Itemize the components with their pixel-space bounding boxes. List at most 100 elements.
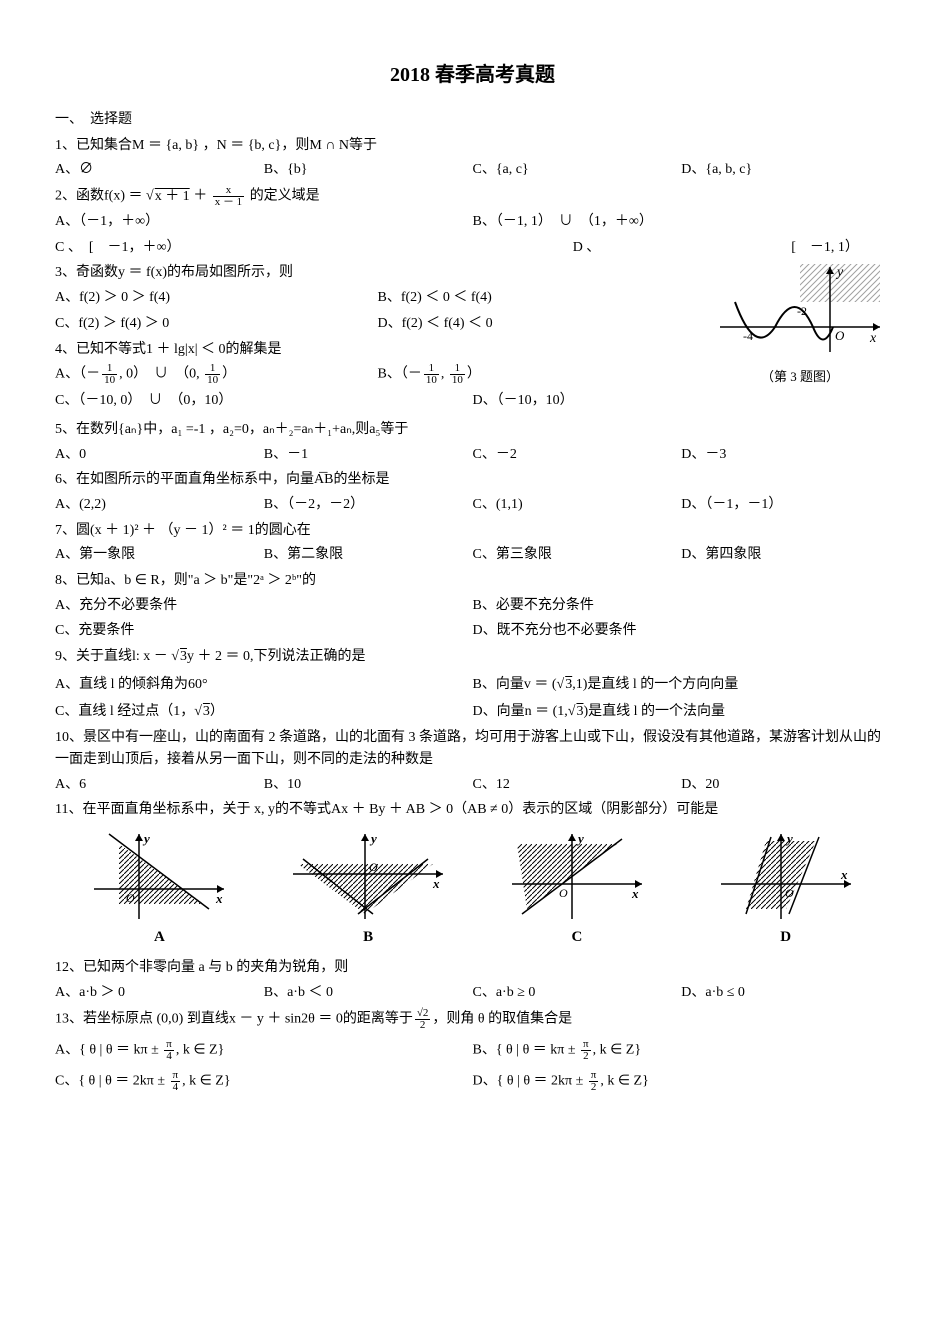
q13-A-post: , k ∈ Z}: [176, 1042, 224, 1057]
q2-suf: 的定义域是: [246, 189, 320, 204]
q5-B: B、－1: [264, 444, 473, 466]
q8-B: B、必要不充分条件: [473, 595, 891, 617]
question-7: 7、圆(x ＋ 1)² ＋ （y － 1）² ＝ 1的圆心在: [55, 520, 890, 542]
q4-B-f2d: 10: [450, 375, 465, 386]
q6-B: B、（－2，－2）: [264, 494, 473, 516]
q9-D-post: )是直线 l 的一个法向量: [583, 704, 725, 719]
q13-A-f: π4: [164, 1039, 174, 1062]
q13-options-r2: C、{ θ | θ ＝ 2kπ ± π4, k ∈ Z} D、{ θ | θ ＝…: [55, 1070, 890, 1093]
q7-A: A、第一象限: [55, 544, 264, 566]
q13-C-fn: π: [171, 1070, 181, 1082]
q13-options-r1: A、{ θ | θ ＝ kπ ± π4, k ∈ Z} B、{ θ | θ ＝ …: [55, 1039, 890, 1062]
q9-D-pre: D、向量n ＝ (1,: [473, 704, 568, 719]
q8-options-r2: C、充要条件 D、既不充分也不必要条件: [55, 620, 890, 642]
q11C-y: y: [576, 831, 584, 846]
q9-C: C、直线 l 经过点（1，√3）: [55, 701, 473, 723]
q11A-x: x: [215, 891, 223, 906]
q2-frac-den: x － 1: [213, 197, 245, 208]
q9-pre: 9、关于直线l: x －: [55, 649, 171, 664]
q3-options-r2: C、f(2) ＞ f(4) ＞ 0 D、f(2) ＜ f(4) ＜ 0: [55, 313, 700, 335]
q11B-O: O: [369, 860, 378, 874]
q6-A: A、(2,2): [55, 494, 264, 516]
q3-D: D、f(2) ＜ f(4) ＜ 0: [378, 313, 701, 335]
q5-C: C、－2: [473, 444, 682, 466]
q4-options-r2: C、（－10, 0） ∪ （0，10） D、（－10，10）: [55, 390, 890, 412]
q12-A: A、a·b ＞ 0: [55, 982, 264, 1004]
q13-B-fn: π: [581, 1039, 591, 1051]
q11B-x: x: [432, 876, 440, 891]
q13-C-pre: C、{ θ | θ ＝ 2kπ ±: [55, 1073, 169, 1088]
q11C-O: O: [559, 886, 568, 900]
q13-A-fd: 4: [164, 1051, 174, 1062]
q2-options-row1: A、（－1，＋∞） B、（－1, 1） ∪ （1，＋∞）: [55, 211, 890, 233]
q4-B-f2: 110: [450, 363, 465, 386]
q1-D: D、{a, b, c}: [681, 159, 890, 181]
q13-B: B、{ θ | θ ＝ kπ ± π2, k ∈ Z}: [473, 1039, 891, 1062]
q10-A: A、6: [55, 774, 264, 796]
q9-B-sqrt: 3: [564, 677, 572, 692]
q7-C: C、第三象限: [473, 544, 682, 566]
q10-options: A、6 B、10 C、12 D、20: [55, 774, 890, 796]
q9-B: B、向量v ＝ (√3,1)是直线 l 的一个方向向量: [473, 674, 891, 696]
q5-options: A、0 B、－1 C、－2 D、－3: [55, 444, 890, 466]
q9-D: D、向量n ＝ (1,√3)是直线 l 的一个法向量: [473, 701, 891, 723]
q4-A-f2d: 10: [205, 375, 220, 386]
q4-A-mid: , 0） ∪ （0,: [119, 367, 203, 382]
q9-options-r1: A、直线 l 的倾斜角为60° B、向量v ＝ (√3,1)是直线 l 的一个方…: [55, 674, 890, 696]
q13-D-pre: D、{ θ | θ ＝ 2kπ ±: [473, 1073, 587, 1088]
q1-options: A、∅ B、{b} C、{a, c} D、{a, b, c}: [55, 159, 890, 181]
q11-B-label: B: [268, 926, 468, 949]
q4-B-f1: 110: [424, 363, 439, 386]
q13-D: D、{ θ | θ ＝ 2kπ ± π2, k ∈ Z}: [473, 1070, 891, 1093]
q6-D: D、（－1，－1）: [681, 494, 890, 516]
q4-B-mid: ,: [441, 367, 448, 382]
q4-A-post: ）: [222, 367, 236, 382]
q13-C-f: π4: [171, 1070, 181, 1093]
q11-A-label: A: [59, 926, 259, 949]
q13-A-pre: A、{ θ | θ ＝ kπ ±: [55, 1042, 162, 1057]
q13-D-fd: 2: [589, 1082, 599, 1093]
q2-C: C 、 [ －1，＋∞）: [55, 237, 573, 259]
fig3-m2: -2: [797, 304, 807, 318]
q13-fn: √2: [415, 1008, 431, 1020]
q13-B-pre: B、{ θ | θ ＝ kπ ±: [473, 1042, 580, 1057]
q1-A: A、∅: [55, 159, 264, 181]
q4-B-pre: B、（－: [378, 367, 422, 382]
q2-D: D 、: [573, 237, 657, 259]
q7-D: D、第四象限: [681, 544, 890, 566]
q2-options-row2: C 、 [ －1，＋∞） D 、 [ －1, 1）: [55, 237, 890, 259]
q13-D-f: π2: [589, 1070, 599, 1093]
question-5: 5、在数列{aₙ}中，a₁ =-1 ，a₂=0，aₙ＋₂=aₙ＋₁+aₙ,则a₅…: [55, 419, 890, 441]
q4-A-pre: A、（－: [55, 367, 100, 382]
q13-fd: 2: [415, 1020, 431, 1031]
question-6: 6、在如图所示的平面直角坐标系中，向量A͞B的坐标是: [55, 469, 890, 491]
section-heading: 一、 选择题: [55, 109, 890, 131]
q11-D-label: D: [686, 926, 886, 949]
q9-post: y ＋ 2 ＝ 0,下列说法正确的是: [187, 649, 366, 664]
q3-options-r1: A、f(2) ＞ 0 ＞ f(4) B、f(2) ＜ 0 ＜ f(4): [55, 287, 700, 309]
q3-C: C、f(2) ＞ f(4) ＞ 0: [55, 313, 378, 335]
question-2: 2、函数f(x) ＝ √x ＋ 1 ＋ xx － 1 的定义域是: [55, 185, 890, 208]
q12-C: C、a·b ≥ 0: [473, 982, 682, 1004]
q11-figures: y x O A y x O B y x O: [55, 829, 890, 949]
question-10: 10、景区中有一座山，山的南面有 2 条道路，山的北面有 3 条道路，均可用于游…: [55, 727, 890, 770]
q11D-O: O: [785, 886, 794, 900]
q11-fig-B: y x O B: [268, 829, 468, 949]
q11-fig-A: y x O A: [59, 829, 259, 949]
q12-options: A、a·b ＞ 0 B、a·b ＜ 0 C、a·b ≥ 0 D、a·b ≤ 0: [55, 982, 890, 1004]
q7-B: B、第二象限: [264, 544, 473, 566]
q9-B-post: ,1)是直线 l 的一个方向向量: [572, 677, 738, 692]
q1-B: B、{b}: [264, 159, 473, 181]
q13-frac: √22: [415, 1008, 431, 1031]
question-1: 1、已知集合M ＝ {a, b} ，N ＝ {b, c}，则M ∩ N等于: [55, 135, 890, 157]
q9-C-pre: C、直线 l 经过点（1，: [55, 704, 194, 719]
q11A-y: y: [142, 831, 150, 846]
question-12: 12、已知两个非零向量 a 与 b 的夹角为锐角，则: [55, 957, 890, 979]
q11-fig-C: y x O C: [477, 829, 677, 949]
q12-B: B、a·b ＜ 0: [264, 982, 473, 1004]
q2-D-tail: [ －1, 1）: [656, 237, 865, 259]
q4-options-r1: A、（－110, 0） ∪ （0, 110） B、（－110, 110）: [55, 363, 700, 386]
q8-A: A、充分不必要条件: [55, 595, 473, 617]
q12-D: D、a·b ≤ 0: [681, 982, 890, 1004]
question-13: 13、若坐标原点 (0,0) 到直线x － y ＋ sin2θ ＝ 0的距离等于…: [55, 1008, 890, 1031]
